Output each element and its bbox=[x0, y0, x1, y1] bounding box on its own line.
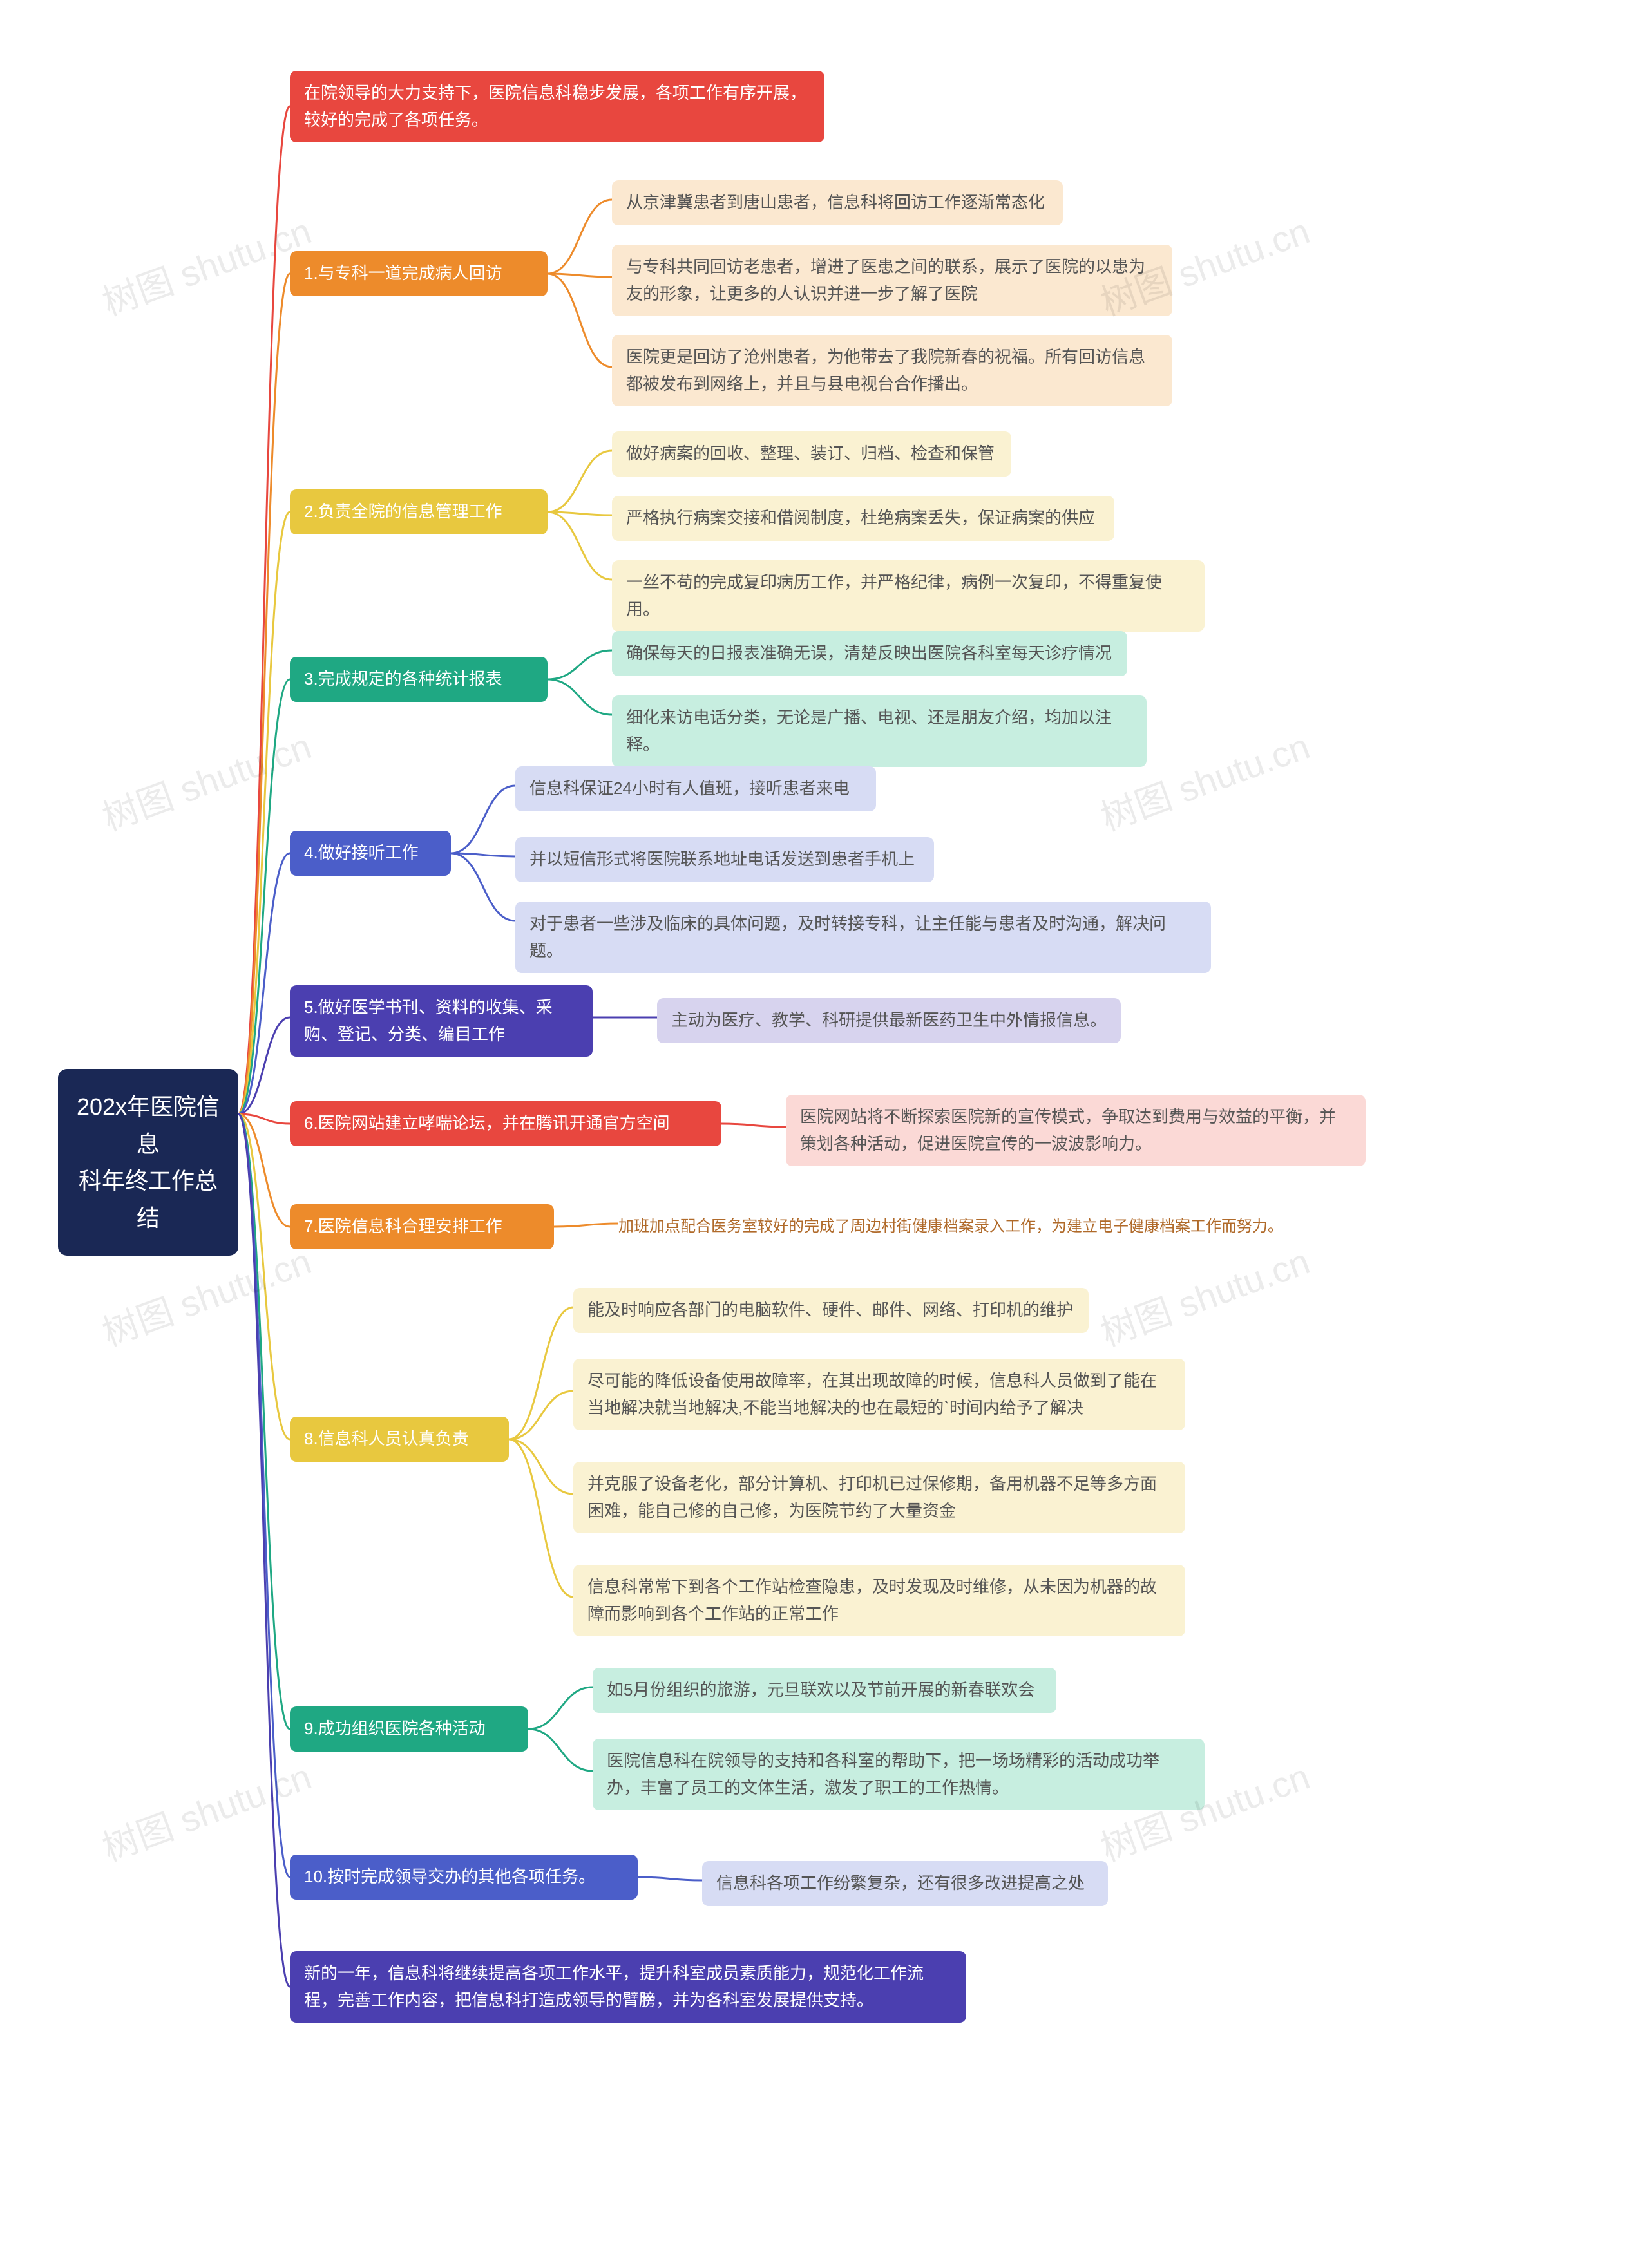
node-label: 确保每天的日报表准确无误，清楚反映出医院各科室每天诊疗情况 bbox=[626, 640, 1112, 667]
node-n9d: 信息科常常下到各个工作站检查隐患，及时发现及时维修，从未因为机器的故障而影响到各… bbox=[573, 1565, 1185, 1636]
node-n10a: 如5月份组织的旅游，元旦联欢以及节前开展的新春联欢会 bbox=[593, 1668, 1056, 1713]
node-label: 202x年医院信息 科年终工作总结 bbox=[71, 1088, 225, 1236]
node-n6: 5.做好医学书刊、资料的收集、采购、登记、分类、编目工作 bbox=[290, 985, 593, 1057]
node-label: 从京津冀患者到唐山患者，信息科将回访工作逐渐常态化 bbox=[626, 189, 1045, 216]
node-label: 一丝不苟的完成复印病历工作，并严格纪律，病例一次复印，不得重复使用。 bbox=[626, 569, 1190, 623]
watermark: 树图 shutu.cn bbox=[1092, 1233, 1316, 1356]
node-n4: 3.完成规定的各种统计报表 bbox=[290, 657, 548, 702]
node-n5: 4.做好接听工作 bbox=[290, 831, 451, 876]
node-n1: 在院领导的大力支持下，医院信息科稳步发展，各项工作有序开展，较好的完成了各项任务… bbox=[290, 71, 824, 142]
node-label: 4.做好接听工作 bbox=[304, 840, 419, 867]
node-label: 并以短信形式将医院联系地址电话发送到患者手机上 bbox=[529, 846, 915, 873]
node-n9: 8.信息科人员认真负责 bbox=[290, 1417, 509, 1462]
node-label: 细化来访电话分类，无论是广播、电视、还是朋友介绍，均加以注释。 bbox=[626, 704, 1132, 758]
node-n10b: 医院信息科在院领导的支持和各科室的帮助下，把一场场精彩的活动成功举办，丰富了员工… bbox=[593, 1739, 1205, 1810]
watermark: 树图 shutu.cn bbox=[94, 717, 318, 841]
node-label: 对于患者一些涉及临床的具体问题，及时转接专科，让主任能与患者及时沟通，解决问题。 bbox=[529, 911, 1197, 964]
node-label: 医院网站将不断探索医院新的宣传模式，争取达到费用与效益的平衡，并策划各种活动，促… bbox=[800, 1104, 1351, 1157]
node-label: 新的一年，信息科将继续提高各项工作水平，提升科室成员素质能力，规范化工作流程，完… bbox=[304, 1960, 952, 2014]
node-n8: 7.医院信息科合理安排工作 bbox=[290, 1204, 554, 1249]
mindmap-container: 202x年医院信息 科年终工作总结 在院领导的大力支持下，医院信息科稳步发展，各项… bbox=[0, 0, 1649, 2268]
node-n3b: 严格执行病案交接和借阅制度，杜绝病案丢失，保证病案的供应 bbox=[612, 496, 1114, 541]
node-label: 如5月份组织的旅游，元旦联欢以及节前开展的新春联欢会 bbox=[607, 1677, 1034, 1704]
node-n11a: 信息科各项工作纷繁复杂，还有很多改进提高之处 bbox=[702, 1861, 1108, 1906]
node-label: 做好病案的回收、整理、装订、归档、检查和保管 bbox=[626, 440, 995, 468]
node-n9b: 尽可能的降低设备使用故障率，在其出现故障的时候，信息科人员做到了能在当地解决就当… bbox=[573, 1359, 1185, 1430]
node-label: 医院更是回访了沧州患者，为他带去了我院新春的祝福。所有回访信息都被发布到网络上，… bbox=[626, 344, 1158, 397]
node-label: 在院领导的大力支持下，医院信息科稳步发展，各项工作有序开展，较好的完成了各项任务… bbox=[304, 80, 810, 133]
node-n3a: 做好病案的回收、整理、装订、归档、检查和保管 bbox=[612, 431, 1011, 477]
node-label: 信息科各项工作纷繁复杂，还有很多改进提高之处 bbox=[716, 1870, 1085, 1897]
node-label: 7.医院信息科合理安排工作 bbox=[304, 1213, 502, 1240]
node-n6a: 主动为医疗、教学、科研提供最新医药卫生中外情报信息。 bbox=[657, 998, 1121, 1043]
node-n3c: 一丝不苟的完成复印病历工作，并严格纪律，病例一次复印，不得重复使用。 bbox=[612, 560, 1205, 632]
node-label: 8.信息科人员认真负责 bbox=[304, 1426, 469, 1453]
node-n4b: 细化来访电话分类，无论是广播、电视、还是朋友介绍，均加以注释。 bbox=[612, 695, 1147, 767]
node-n5a: 信息科保证24小时有人值班，接听患者来电 bbox=[515, 766, 876, 811]
watermark: 树图 shutu.cn bbox=[94, 202, 318, 326]
node-label: 9.成功组织医院各种活动 bbox=[304, 1715, 486, 1743]
node-n5b: 并以短信形式将医院联系地址电话发送到患者手机上 bbox=[515, 837, 934, 882]
node-label: 6.医院网站建立哮喘论坛，并在腾讯开通官方空间 bbox=[304, 1110, 670, 1137]
node-label: 严格执行病案交接和借阅制度，杜绝病案丢失，保证病案的供应 bbox=[626, 505, 1095, 532]
node-n2a: 从京津冀患者到唐山患者，信息科将回访工作逐渐常态化 bbox=[612, 180, 1063, 225]
node-n12: 新的一年，信息科将继续提高各项工作水平，提升科室成员素质能力，规范化工作流程，完… bbox=[290, 1951, 966, 2023]
node-n2c: 医院更是回访了沧州患者，为他带去了我院新春的祝福。所有回访信息都被发布到网络上，… bbox=[612, 335, 1172, 406]
node-label: 主动为医疗、教学、科研提供最新医药卫生中外情报信息。 bbox=[671, 1007, 1107, 1034]
node-label: 医院信息科在院领导的支持和各科室的帮助下，把一场场精彩的活动成功举办，丰富了员工… bbox=[607, 1748, 1190, 1801]
watermark: 树图 shutu.cn bbox=[94, 1748, 318, 1871]
node-n2: 1.与专科一道完成病人回访 bbox=[290, 251, 548, 296]
leaf-n8a: 加班加点配合医务室较好的完成了周边村街健康档案录入工作，为建立电子健康档案工作而… bbox=[618, 1211, 1378, 1243]
node-n7a: 医院网站将不断探索医院新的宣传模式，争取达到费用与效益的平衡，并策划各种活动，促… bbox=[786, 1095, 1366, 1166]
node-n4a: 确保每天的日报表准确无误，清楚反映出医院各科室每天诊疗情况 bbox=[612, 631, 1127, 676]
node-n9c: 并克服了设备老化，部分计算机、打印机已过保修期，备用机器不足等多方面困难，能自己… bbox=[573, 1462, 1185, 1533]
node-n10: 9.成功组织医院各种活动 bbox=[290, 1706, 528, 1752]
node-label: 1.与专科一道完成病人回访 bbox=[304, 260, 502, 287]
node-label: 10.按时完成领导交办的其他各项任务。 bbox=[304, 1864, 595, 1891]
node-n7: 6.医院网站建立哮喘论坛，并在腾讯开通官方空间 bbox=[290, 1101, 721, 1146]
node-n9a: 能及时响应各部门的电脑软件、硬件、邮件、网络、打印机的维护 bbox=[573, 1288, 1089, 1333]
node-label: 信息科保证24小时有人值班，接听患者来电 bbox=[529, 775, 850, 802]
node-label: 2.负责全院的信息管理工作 bbox=[304, 498, 502, 525]
node-label: 尽可能的降低设备使用故障率，在其出现故障的时候，信息科人员做到了能在当地解决就当… bbox=[587, 1368, 1171, 1421]
node-label: 与专科共同回访老患者，增进了医患之间的联系，展示了医院的以患为友的形象，让更多的… bbox=[626, 254, 1158, 307]
node-label: 5.做好医学书刊、资料的收集、采购、登记、分类、编目工作 bbox=[304, 994, 578, 1048]
node-label: 信息科常常下到各个工作站检查隐患，及时发现及时维修，从未因为机器的故障而影响到各… bbox=[587, 1574, 1171, 1627]
node-n5c: 对于患者一些涉及临床的具体问题，及时转接专科，让主任能与患者及时沟通，解决问题。 bbox=[515, 902, 1211, 973]
node-n2b: 与专科共同回访老患者，增进了医患之间的联系，展示了医院的以患为友的形象，让更多的… bbox=[612, 245, 1172, 316]
node-n3: 2.负责全院的信息管理工作 bbox=[290, 489, 548, 534]
leaf-label: 加班加点配合医务室较好的完成了周边村街健康档案录入工作，为建立电子健康档案工作而… bbox=[618, 1218, 1283, 1235]
node-label: 3.完成规定的各种统计报表 bbox=[304, 666, 502, 693]
node-root: 202x年医院信息 科年终工作总结 bbox=[58, 1069, 238, 1256]
node-label: 并克服了设备老化，部分计算机、打印机已过保修期，备用机器不足等多方面困难，能自己… bbox=[587, 1471, 1171, 1524]
node-label: 能及时响应各部门的电脑软件、硬件、邮件、网络、打印机的维护 bbox=[587, 1297, 1073, 1324]
node-n11: 10.按时完成领导交办的其他各项任务。 bbox=[290, 1855, 638, 1900]
